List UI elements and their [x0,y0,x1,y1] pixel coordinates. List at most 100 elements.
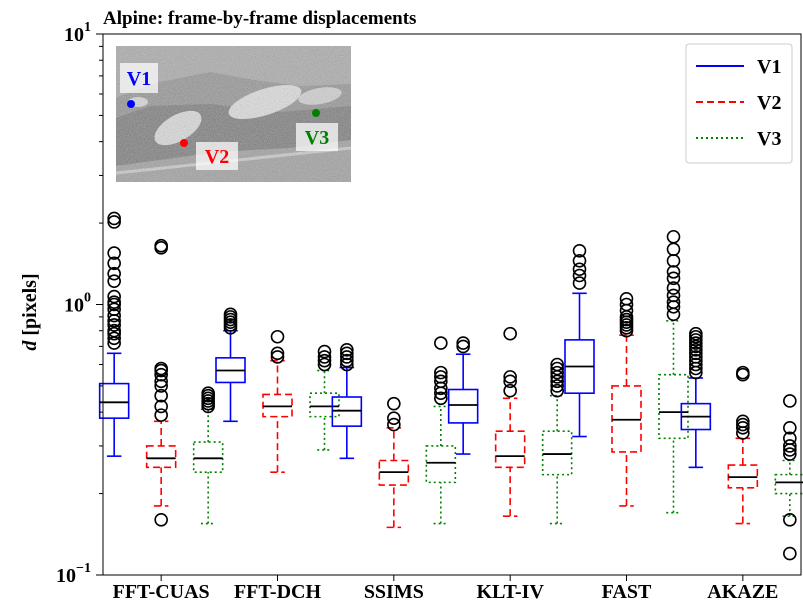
x-tick-label: SSIMS [364,581,424,602]
outlier-point [317,353,332,368]
outlier-point [317,357,332,372]
outlier-point [666,265,681,279]
outlier-point [107,295,121,309]
box-akaze-v2 [727,365,759,525]
y-tick-label: 100 [64,291,91,317]
x-tick-label: FAST [602,581,652,602]
outlier-point [783,439,797,453]
iqr-box [331,396,363,427]
outlier-point [572,262,587,277]
outlier-point [666,242,681,257]
outlier-point [387,411,401,425]
outlier-point [550,357,564,372]
outlier-point [550,383,564,398]
outlier-point [201,386,215,400]
inset-label-bg [120,63,158,93]
outlier-point [689,346,703,361]
outlier-point [154,367,168,382]
outlier-point [340,353,354,368]
outlier-point [572,268,587,283]
x-tick-label: KLT-IV [476,581,544,602]
outlier-point [154,379,168,393]
outlier-point [107,331,121,346]
outlier-point [689,350,703,364]
x-tick-label: FFT-DCH [234,581,321,602]
outlier-point [689,326,703,341]
outlier-point [387,417,401,432]
outlier-point [434,365,448,380]
iqr-box [541,430,573,476]
inset-dot [312,109,320,117]
chart-marks [98,211,803,561]
outlier-point [340,357,354,372]
box-klt-iv-v1 [447,336,479,455]
outlier-point [317,350,332,364]
box-klt-iv-v3 [541,357,573,525]
inset-dot [180,139,188,147]
inset-point-v3: V3 [296,109,338,151]
outlier-point [666,281,681,295]
outlier-point [736,365,750,380]
outlier-point [619,297,634,312]
box-fft-dch-v2 [262,329,293,473]
y-axis-label: d [pixels] [19,273,41,350]
y-tick-base: 10 [56,565,76,587]
iqr-box [425,445,457,484]
outlier-point [154,408,168,422]
outlier-point [666,254,681,268]
outlier-point [107,246,121,260]
y-tick-base: 10 [64,24,84,46]
outlier-point [154,361,168,376]
x-ticks: FFT-CUAS FFT-DCH SSIMS KLT-IV FAST AKAZE [113,575,778,602]
outlier-point [550,379,564,393]
outlier-point [783,431,797,446]
outlier-point [689,336,703,350]
y-tick-exponent: −1 [76,561,91,576]
box-klt-iv-v2 [494,326,526,517]
outlier-point [783,421,797,435]
outlier-point [107,274,121,288]
outlier-point [736,421,750,435]
outlier-point [666,295,681,309]
outlier-point [223,307,238,322]
iqr-box [774,473,803,495]
box-ssims-v1 [331,343,363,460]
y-tick-exponent: 1 [84,20,91,35]
outlier-point [270,346,285,361]
outlier-point [434,374,448,389]
outlier-point [107,323,121,338]
outlier-point [107,211,121,226]
outlier-point [270,329,285,344]
outlier-point [107,318,121,332]
box-fft-cuas-v2 [145,238,177,527]
outlier-point [456,336,470,350]
box-fft-cuas-v3 [192,386,224,525]
legend: V1 V2 V3 [685,43,793,164]
outlier-point [317,344,332,359]
inset-point-v1: V1 [120,63,158,108]
box-fft-cuas-v1 [98,211,130,457]
box-fast-v2 [611,291,642,507]
inset-point-v2: V2 [180,139,238,170]
y-tick-base: 10 [64,295,84,317]
outlier-point [503,326,517,341]
outlier-point [783,546,797,561]
outlier-point [107,289,121,304]
y-tick-exponent: 0 [84,291,91,306]
outlier-point [340,346,354,361]
outlier-point [340,350,354,364]
outlier-point [503,374,517,389]
inset-label: V1 [127,68,151,90]
box-akaze-v1 [680,326,712,469]
outlier-point [154,512,168,527]
iqr-box [494,430,526,469]
y-tick-label: 101 [64,20,91,46]
chart-title: Alpine: frame-by-frame displacements [103,8,416,29]
outlier-point [434,370,448,384]
y-axis-label-italic: d [19,340,41,351]
outlier-point [270,350,285,364]
outlier-point [689,357,703,372]
